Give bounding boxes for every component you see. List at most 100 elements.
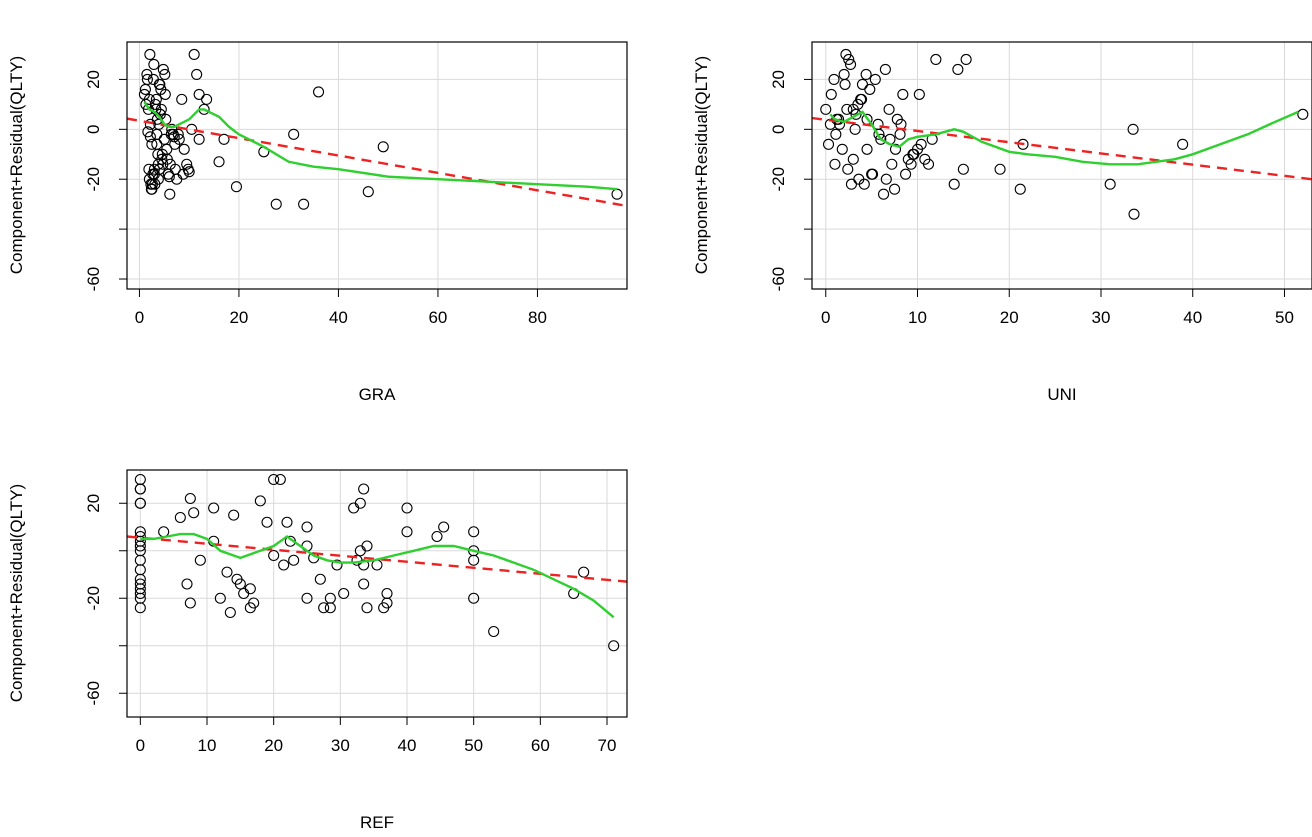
- data-point: [361, 602, 373, 614]
- panel-uni: 0 10 20 30 40 50 20 0 -20 -60 UNI Component+Residua…: [692, 41, 1312, 404]
- data-point: [178, 143, 190, 155]
- x-tick-label: 0: [135, 308, 144, 327]
- data-point: [1297, 108, 1309, 120]
- x-tick-label: 60: [428, 308, 447, 327]
- x-tick-label: 40: [329, 308, 348, 327]
- data-point: [169, 163, 181, 175]
- x-tick-label: 40: [398, 736, 417, 755]
- data-point: [158, 526, 170, 538]
- data-point: [866, 168, 878, 180]
- plot-frame: [126, 41, 628, 290]
- data-point: [244, 583, 256, 595]
- plot-frame: [811, 41, 1312, 290]
- y-tick-label: -60: [84, 267, 103, 292]
- x-tick-label: 80: [528, 308, 547, 327]
- data-point: [900, 168, 912, 180]
- y-axis-label: Component+Residual(QLTY): [692, 56, 711, 274]
- data-point: [861, 143, 873, 155]
- plot-frame: [126, 469, 628, 718]
- data-point: [880, 173, 892, 185]
- data-point: [922, 158, 935, 170]
- x-tick-label: 40: [1183, 308, 1202, 327]
- data-point: [1127, 123, 1139, 135]
- data-point: [913, 88, 925, 100]
- data-point: [830, 128, 842, 140]
- grid: [127, 42, 627, 289]
- data-point: [298, 198, 310, 210]
- grid: [812, 42, 1312, 289]
- data-point: [867, 168, 879, 180]
- data-point: [221, 566, 233, 578]
- data-point: [836, 143, 848, 155]
- data-point: [213, 156, 225, 168]
- data-point: [860, 68, 872, 80]
- panel-gra: 0 20 40 60 80 20 0 -20 -60 GRA Component+Residual(…: [7, 41, 628, 404]
- data-point: [841, 103, 853, 115]
- y-axis-label: Component+Residual(QLTY): [7, 56, 26, 274]
- data-point: [828, 73, 840, 85]
- data-point: [1014, 183, 1026, 195]
- data-point: [230, 181, 243, 193]
- x-tick-label: 30: [1092, 308, 1111, 327]
- data-point: [155, 103, 167, 115]
- data-point: [148, 58, 160, 71]
- data-point: [164, 188, 176, 200]
- data-point: [154, 78, 166, 90]
- y-tick-label: 20: [769, 70, 788, 89]
- data-point: [281, 516, 293, 528]
- data-point: [838, 68, 850, 80]
- smooth-line: [143, 101, 618, 191]
- x-axis-label: UNI: [1047, 385, 1076, 404]
- y-tick-label: -60: [84, 681, 103, 706]
- y-tick-label: -60: [769, 267, 788, 292]
- data-point: [829, 158, 841, 170]
- data-point: [158, 133, 170, 145]
- x-tick-label: 10: [198, 736, 217, 755]
- data-point: [431, 530, 443, 543]
- data-point: [157, 63, 169, 75]
- data-point: [188, 48, 200, 61]
- data-point: [174, 511, 186, 524]
- data-point: [151, 138, 163, 150]
- plot-area: [127, 473, 627, 652]
- data-point: [889, 143, 902, 155]
- data-point: [318, 602, 330, 614]
- data-point: [438, 521, 450, 533]
- data-point: [146, 138, 158, 150]
- fit-line: [127, 117, 627, 208]
- data-point: [159, 68, 171, 80]
- data-point: [312, 86, 325, 98]
- plot-area: [127, 48, 627, 210]
- data-point: [201, 93, 213, 105]
- data-point: [952, 63, 964, 75]
- data-point: [358, 483, 370, 495]
- y-tick-label: 20: [84, 494, 103, 513]
- y-tick-label: -20: [84, 167, 103, 192]
- data-point: [301, 592, 313, 604]
- x-tick-label: 0: [136, 736, 145, 755]
- data-point: [930, 53, 942, 66]
- data-point: [224, 606, 236, 619]
- x-tick-label: 20: [1000, 308, 1019, 327]
- data-point: [842, 163, 854, 175]
- data-point: [193, 88, 205, 100]
- data-point: [155, 83, 167, 95]
- data-point: [873, 128, 885, 140]
- data-point: [238, 587, 250, 600]
- data-point: [261, 516, 273, 528]
- data-point: [182, 163, 194, 175]
- data-point: [608, 640, 620, 652]
- data-point: [140, 98, 152, 110]
- y-tick-label: 20: [84, 70, 103, 89]
- y-axis-label: Component+Residual(QLTY): [7, 484, 26, 702]
- data-point: [907, 148, 919, 160]
- x-tick-label: 70: [598, 736, 617, 755]
- y-tick-label: -20: [84, 586, 103, 611]
- data-point: [172, 128, 184, 140]
- x-tick-label: 60: [531, 736, 550, 755]
- data-point: [165, 128, 177, 140]
- data-point: [134, 497, 146, 509]
- data-point: [191, 68, 203, 80]
- y-tick-label: 0: [769, 125, 788, 134]
